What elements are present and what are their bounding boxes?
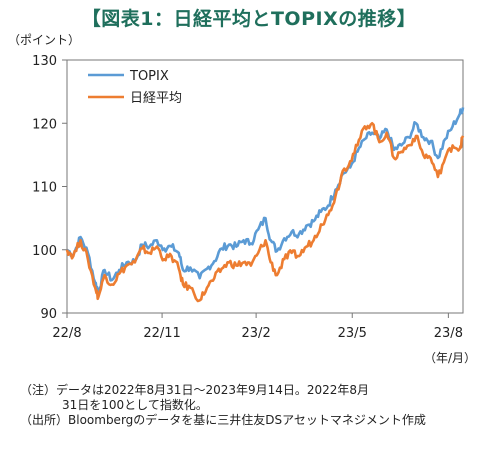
x-axis-unit: （年/月） (424, 351, 477, 365)
series-lines (65, 107, 465, 303)
x-tick-label: 23/2 (242, 326, 271, 341)
y-tick-label: 120 (32, 117, 57, 132)
series-line-topix (66, 107, 465, 293)
y-tick-label: 130 (32, 54, 57, 69)
y-tick-label: 100 (32, 244, 57, 259)
y-axis-unit: （ポイント） (8, 33, 81, 47)
legend-label: TOPIX (129, 69, 169, 84)
x-tick-label: 22/8 (52, 326, 81, 341)
y-tick-label: 90 (40, 307, 57, 322)
line-chart: 90 100 110 120 130 22/8 22/11 23/2 23/5 23/8 TOP… (32, 54, 465, 341)
y-tick-label: 110 (32, 181, 57, 196)
x-tick-label: 23/5 (338, 326, 367, 341)
series-line-nikkei (65, 122, 465, 303)
legend: TOPIX 日経平均 (88, 69, 182, 106)
plot-frame (66, 59, 464, 314)
x-axis-ticks: 22/8 22/11 23/2 23/5 23/8 (52, 313, 463, 341)
y-axis-ticks: 90 100 110 120 130 (32, 54, 67, 322)
source-line: （出所）Bloombergのデータを基に三井住友DSアセットマネジメント作成 (20, 413, 426, 427)
x-tick-label: 22/11 (143, 326, 180, 341)
x-tick-label: 23/8 (434, 326, 463, 341)
note-line-2: 31日を100として指数化。 (62, 398, 208, 412)
page-title: 【図表1：日経平均とTOPIXの推移】 (81, 8, 417, 30)
legend-label: 日経平均 (130, 91, 182, 106)
note-line-1: （注）データは2022年8月31日～2023年9月14日。2022年8月 (20, 383, 370, 397)
footnotes: （注）データは2022年8月31日～2023年9月14日。2022年8月 31日… (20, 383, 426, 428)
